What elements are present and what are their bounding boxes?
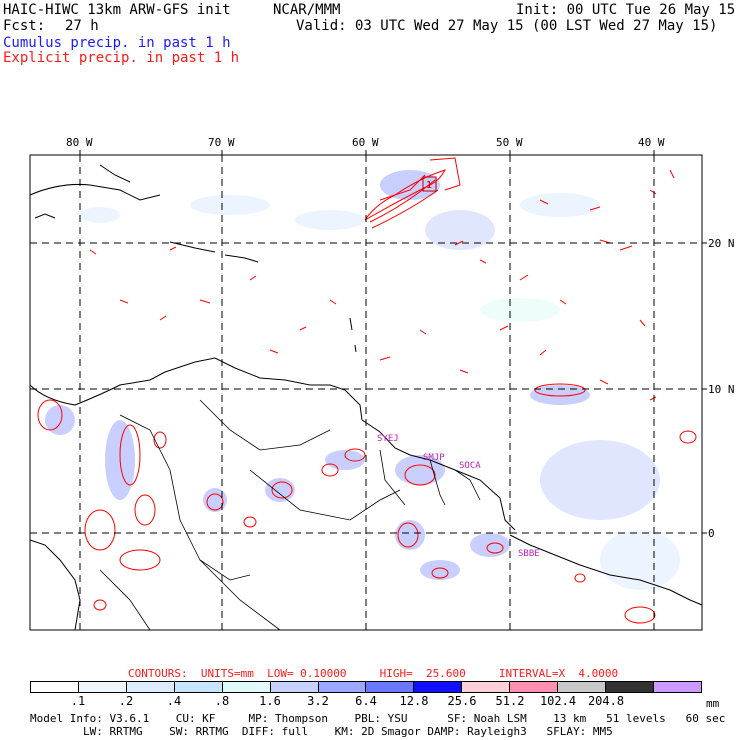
- colorbar-swatch: [509, 682, 558, 692]
- colorbar-swatch: [125, 682, 174, 692]
- station-sbbe: SBBE: [518, 549, 540, 559]
- cumulus-legend: Cumulus precip. in past 1 h: [3, 35, 231, 51]
- colorbar-label: 102.4: [539, 694, 577, 708]
- colorbar-swatch: [269, 682, 318, 692]
- colorbar-label: .8: [214, 694, 230, 708]
- colorbar-swatch: [221, 682, 270, 692]
- colorbar-label: 25.6: [447, 694, 477, 708]
- colorbar-label: .1: [70, 694, 86, 708]
- lon-label-40w: 40 W: [638, 136, 665, 149]
- lon-label-50w: 50 W: [496, 136, 523, 149]
- colorbar-label: .2: [118, 694, 134, 708]
- colorbar-label: 6.4: [355, 694, 377, 708]
- colorbar-label: 51.2: [495, 694, 525, 708]
- explicit-legend: Explicit precip. in past 1 h: [3, 50, 240, 66]
- valid-time: Valid: 03 UTC Wed 27 May 15 (00 LST Wed …: [296, 18, 718, 34]
- colorbar-label: 3.2: [307, 694, 329, 708]
- colorbar-unit: mm: [706, 697, 720, 710]
- fcst-value: 27 h: [65, 18, 99, 34]
- station-syej: SYEJ: [377, 434, 399, 444]
- frame-ticks: [79, 150, 707, 534]
- lat-label-0: 0: [708, 527, 715, 540]
- station-soca: SOCA: [459, 461, 481, 471]
- colorbar-label: .4: [166, 694, 182, 708]
- colorbar-swatch: [557, 682, 606, 692]
- colorbar-swatch: [365, 682, 414, 692]
- colorbar: [30, 681, 702, 693]
- colorbar-label: 204.8: [587, 694, 625, 708]
- colorbar-swatch: [605, 682, 653, 692]
- lon-label-80w: 80 W: [66, 136, 93, 149]
- colorbar-label: 1.6: [259, 694, 281, 708]
- lat-label-20n: 20 N: [708, 237, 735, 250]
- lon-label-70w: 70 W: [208, 136, 235, 149]
- lon-label-60w: 60 W: [352, 136, 379, 149]
- colorbar-swatch: [413, 682, 462, 692]
- colorbar-swatch: [461, 682, 510, 692]
- contours-info: CONTOURS: UNITS=mm LOW= 0.10000 HIGH= 25…: [128, 667, 619, 680]
- model-title: HAIC-HIWC 13km ARW-GFS init: [3, 2, 231, 18]
- colorbar-swatch: [317, 682, 366, 692]
- colorbar-swatch: [173, 682, 222, 692]
- country-borders: [99, 399, 481, 631]
- domain-box-marker: [422, 176, 437, 192]
- init-time: Init: 00 UTC Tue 26 May 15: [516, 2, 736, 18]
- model-info-line2: LW: RRTMG SW: RRTMG DIFF: full KM: 2D Sm…: [30, 725, 613, 738]
- colorbar-swatch: [652, 682, 701, 692]
- colorbar-swatch: [31, 682, 78, 692]
- lat-label-10n: 10 N: [708, 383, 735, 396]
- fcst-label: Fcst:: [3, 18, 46, 34]
- station-smjp: SMJP: [423, 453, 445, 463]
- domain-box-label: 1: [426, 180, 432, 191]
- colorbar-label: 12.8: [399, 694, 429, 708]
- explicit-precip-contours: [37, 157, 697, 624]
- coastlines: [29, 164, 703, 631]
- lat-lon-grid: [30, 155, 702, 630]
- colorbar-swatch: [77, 682, 126, 692]
- org-label: NCAR/MMM: [273, 2, 341, 18]
- model-info-line1: Model Info: V3.6.1 CU: KF MP: Thompson P…: [30, 712, 726, 725]
